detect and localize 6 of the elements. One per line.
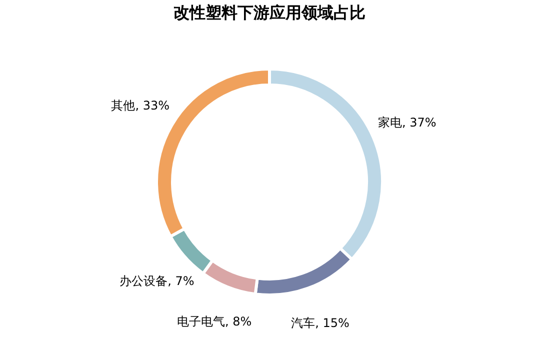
slice-label: 家电, 37% bbox=[378, 115, 436, 130]
slice-label: 汽车, 15% bbox=[291, 316, 350, 330]
slice-label: 其他, 33% bbox=[111, 98, 170, 113]
slice-label: 办公设备, 7% bbox=[120, 274, 194, 288]
slice-label: 电子电气, 8% bbox=[176, 314, 252, 328]
chart-title: 改性塑料下游应用领域占比 bbox=[174, 3, 366, 22]
